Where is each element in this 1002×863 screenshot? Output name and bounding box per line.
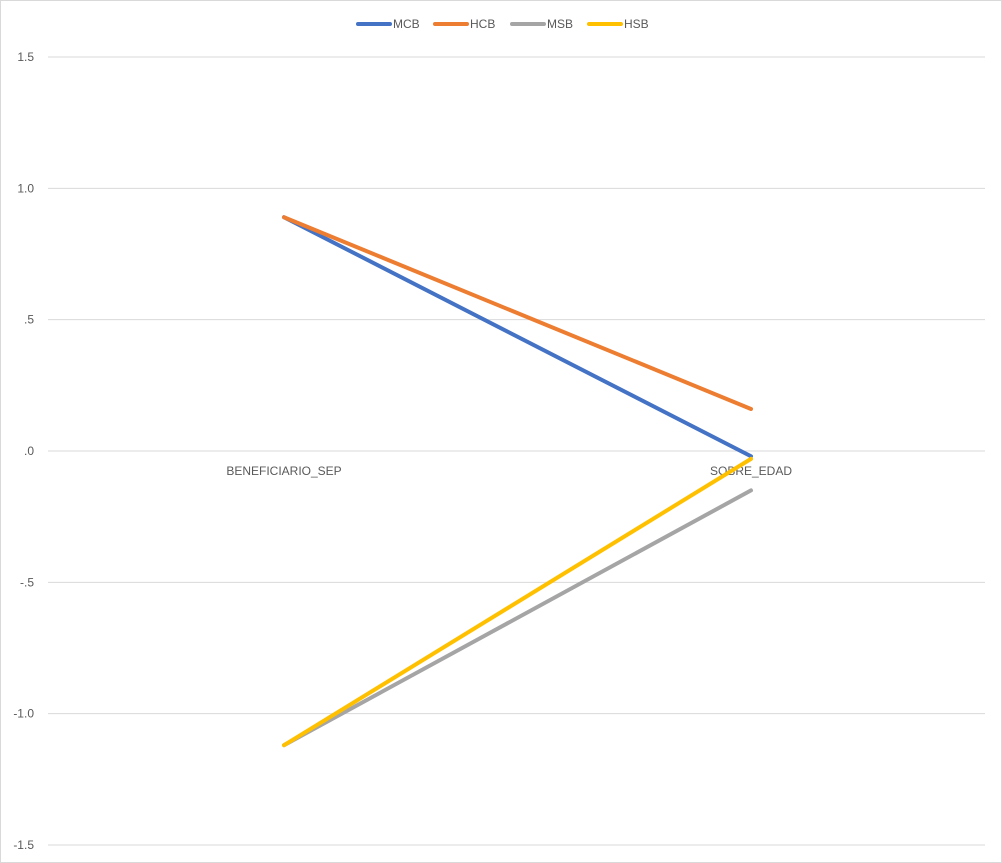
series-line-mcb <box>282 215 753 459</box>
y-tick-label: .0 <box>24 444 34 458</box>
x-axis-category-labels: BENEFICIARIO_SEP SOBRE_EDAD <box>226 464 792 478</box>
y-tick-label: 1.0 <box>17 181 34 195</box>
x-category-label: BENEFICIARIO_SEP <box>226 464 341 478</box>
series-lines <box>282 215 753 748</box>
series-line-msb <box>282 488 753 748</box>
y-tick-label: -1.0 <box>13 707 34 721</box>
gridlines <box>48 56 985 846</box>
legend-label-hcb: HCB <box>470 17 495 31</box>
legend-label-mcb: MCB <box>393 17 420 31</box>
series-line-hsb <box>282 456 753 748</box>
series-line-hcb <box>282 215 753 411</box>
legend-label-hsb: HSB <box>624 17 649 31</box>
y-tick-label: -.5 <box>20 575 34 589</box>
y-axis-tick-labels: 1.5 1.0 .5 .0 -.5 -1.0 -1.5 <box>13 50 34 852</box>
y-tick-label: .5 <box>24 313 34 327</box>
y-tick-label: 1.5 <box>17 50 34 64</box>
legend: MCB HCB MSB HSB <box>356 17 649 31</box>
y-tick-label: -1.5 <box>13 838 34 852</box>
x-category-label: SOBRE_EDAD <box>710 464 792 478</box>
legend-label-msb: MSB <box>547 17 573 31</box>
